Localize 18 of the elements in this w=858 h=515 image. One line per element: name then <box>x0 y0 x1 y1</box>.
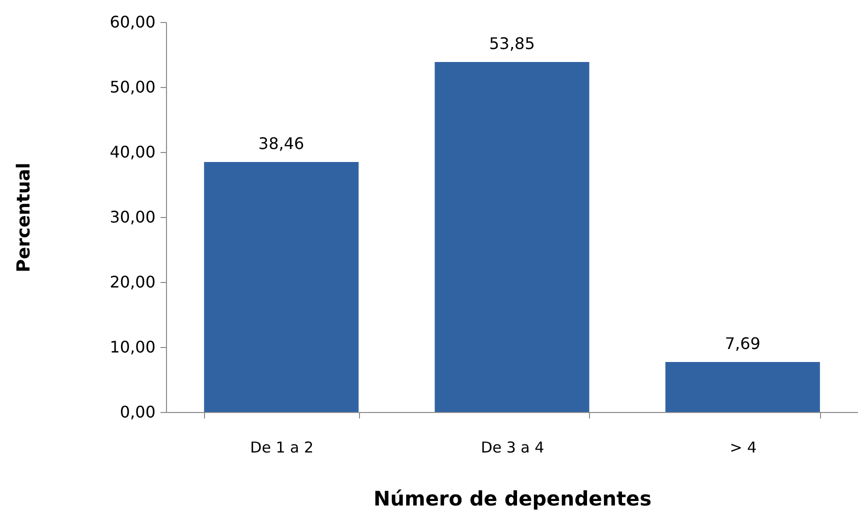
bar <box>204 162 359 412</box>
x-tick-label: > 4 <box>730 438 757 456</box>
y-axis-title: Percentual <box>14 162 35 272</box>
data-label: 38,46 <box>258 134 304 154</box>
bar <box>665 362 820 412</box>
bar <box>434 62 590 412</box>
x-tick-label: De 3 a 4 <box>480 438 544 456</box>
y-tick-label: 50,00 <box>110 78 156 96</box>
y-tick-label: 0,00 <box>120 402 156 422</box>
data-label: 7,69 <box>724 334 760 354</box>
data-label: 53,85 <box>489 34 535 53</box>
y-tick-label: 30,00 <box>110 208 156 226</box>
y-tick-label: 20,00 <box>110 272 156 292</box>
x-tick-label: De 1 a 2 <box>250 438 314 456</box>
y-tick-label: 10,00 <box>110 338 156 356</box>
x-axis-title: Número de dependentes <box>374 486 652 510</box>
y-tick-label: 60,00 <box>110 12 156 32</box>
y-tick-label: 40,00 <box>110 142 156 162</box>
